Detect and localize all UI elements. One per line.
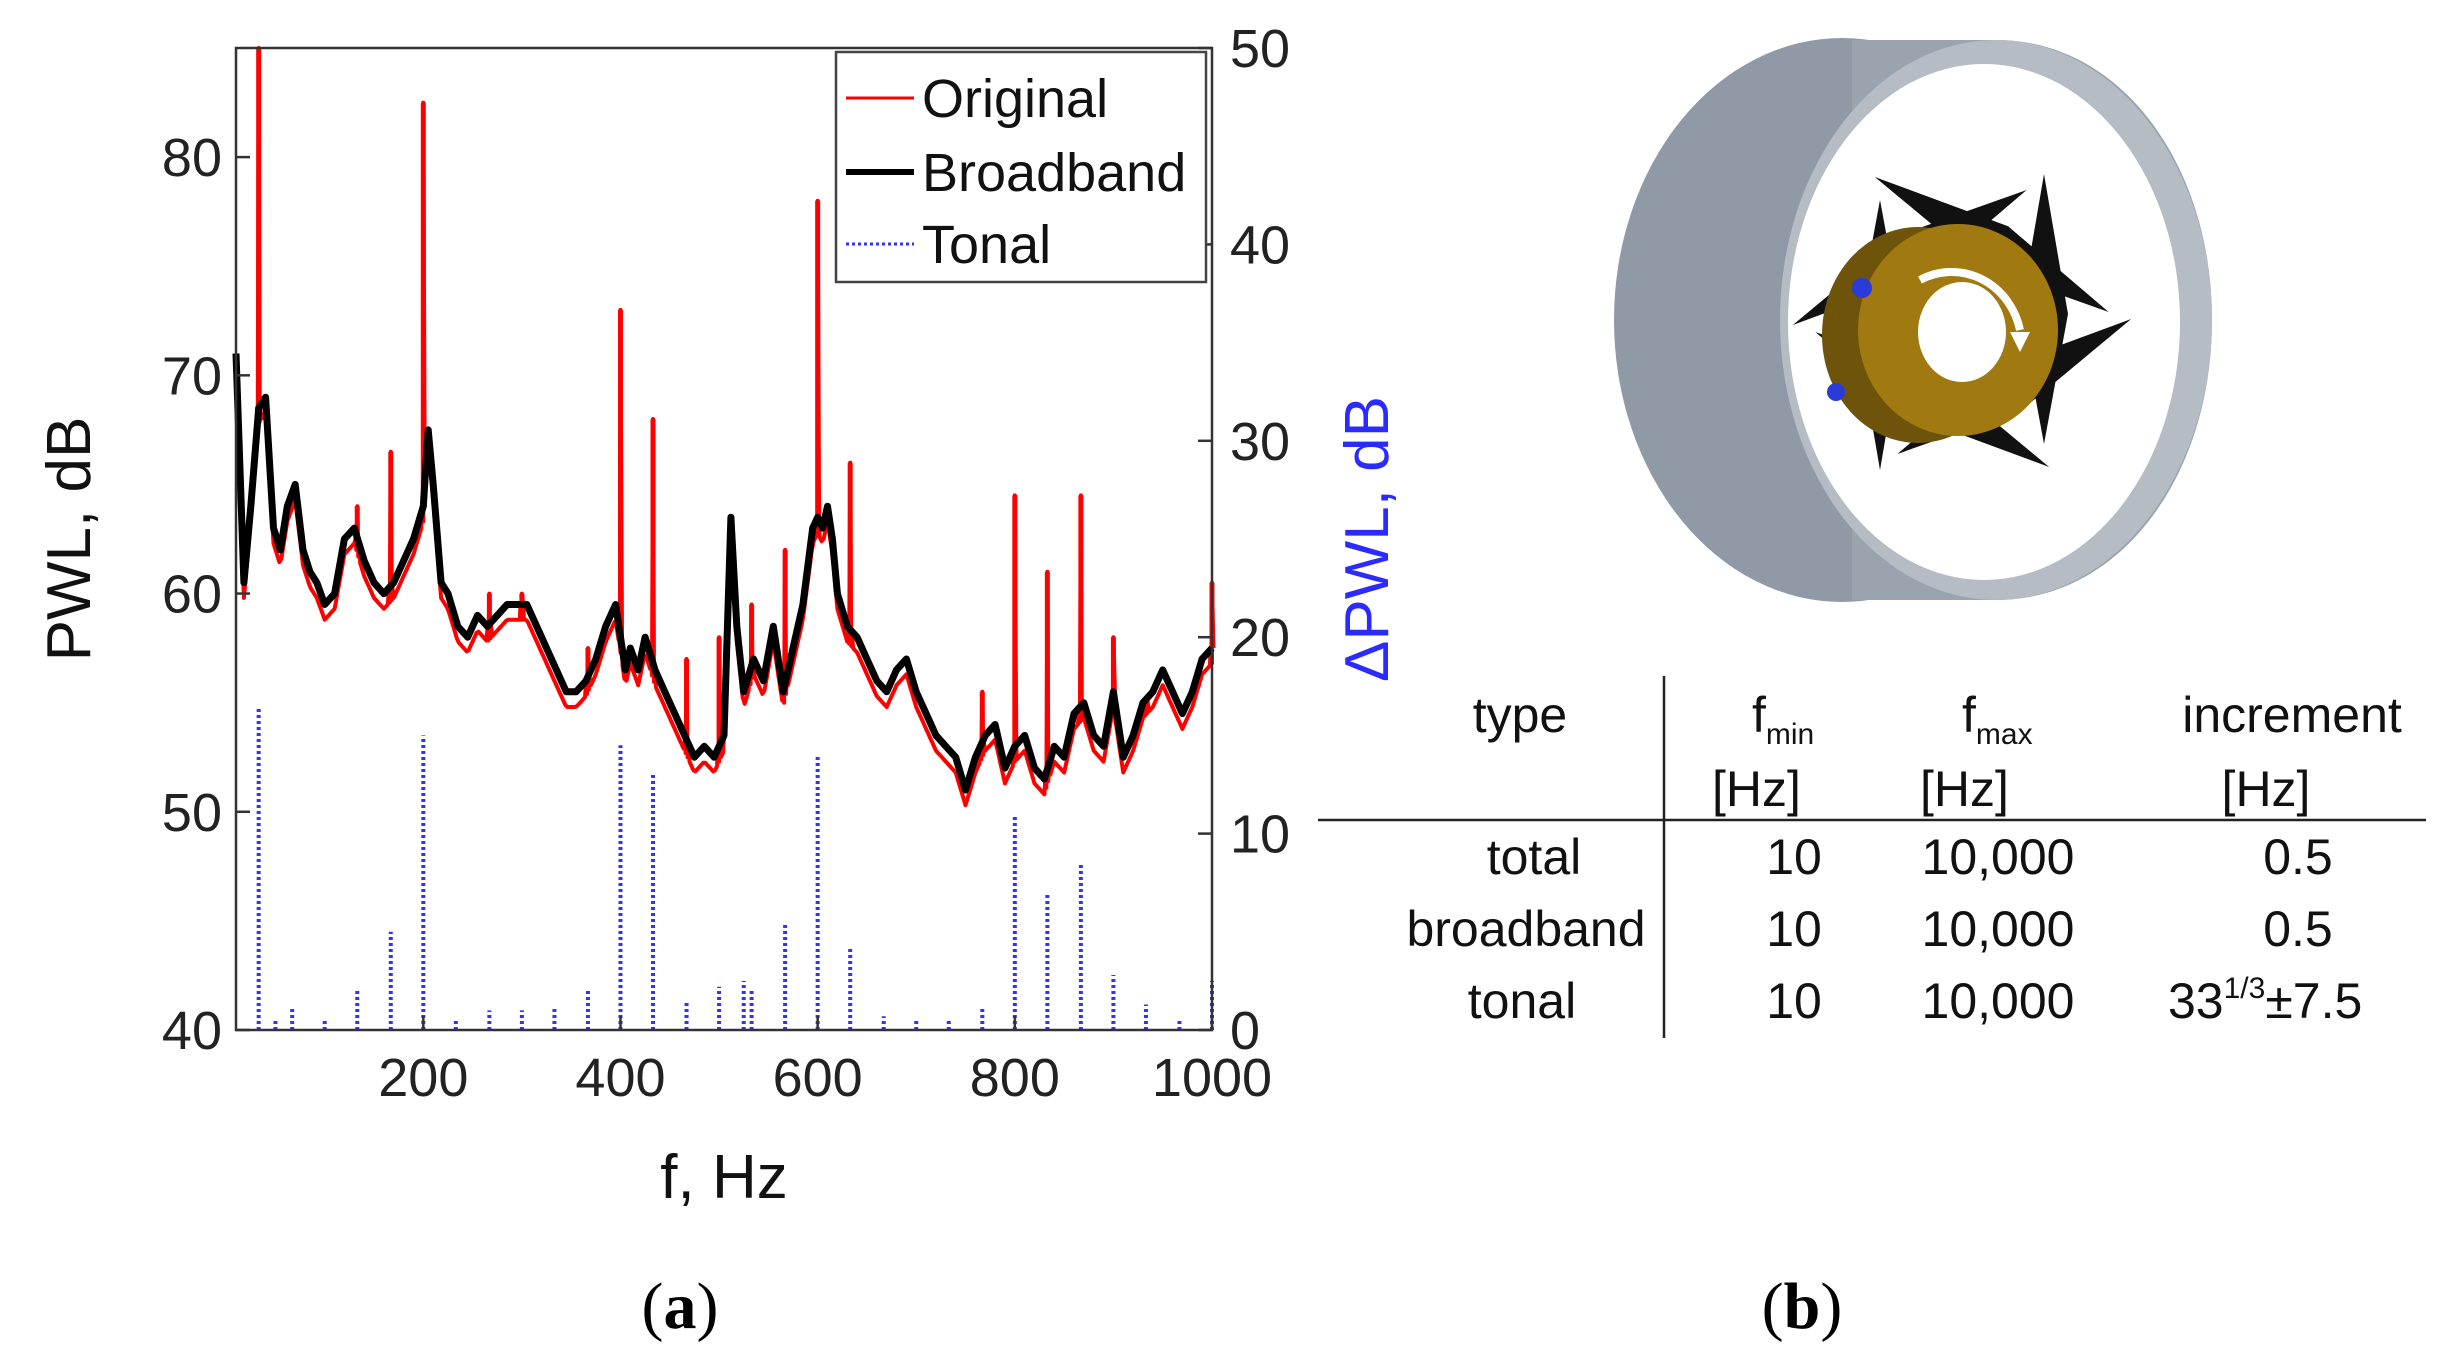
row-tonal-increment: 331/3±7.5: [2168, 972, 2362, 1029]
row-tonal-fmax: 10,000: [1922, 973, 2075, 1029]
blade-marker: [1852, 278, 1872, 298]
legend-label-original: Original: [922, 69, 1108, 129]
row-total-fmax: 10,000: [1922, 829, 2075, 885]
broadband-series: [232, 353, 1215, 794]
table-row: total 10 10,000 0.5: [1487, 829, 2333, 885]
tonal-series: [256, 705, 1214, 1030]
x-tick-label: 800: [970, 1048, 1060, 1108]
row-total-fmin: 10: [1766, 829, 1822, 885]
header-type: type: [1473, 687, 1568, 743]
hub-bore: [1918, 282, 2006, 382]
y-right-tick-label: 10: [1230, 805, 1290, 865]
y-right-tick-label: 50: [1230, 19, 1290, 79]
panel-label-a-close: ): [697, 1270, 719, 1343]
table-row: tonal 10 10,000 331/3±7.5: [1468, 972, 2363, 1029]
plot-frame: [234, 46, 1214, 1032]
row-total-type: total: [1487, 829, 1582, 885]
y-left-tick-label: 70: [162, 346, 222, 406]
row-tonal-increment-tail: ±7.5: [2265, 973, 2362, 1029]
row-tonal-increment-sup: 1/3: [2224, 972, 2266, 1005]
rotation-arrowhead-icon: [2010, 332, 2030, 352]
y-left-tick-label: 50: [162, 783, 222, 843]
legend: Original Broadband Tonal: [834, 50, 1208, 284]
panel-label-a: (a): [642, 1270, 719, 1343]
header-fmin: fmin: [1752, 687, 1814, 751]
header-fmax-unit: [Hz]: [1920, 761, 2009, 817]
y-right-tick-label: 40: [1230, 215, 1290, 275]
panel-label-a-open: (: [642, 1270, 664, 1343]
legend-label-broadband: Broadband: [922, 143, 1186, 203]
header-fmax-base: f: [1962, 687, 1976, 743]
y-right-tick-label: 0: [1230, 1001, 1260, 1061]
x-tick-label: 400: [575, 1048, 665, 1108]
x-axis-label: f, Hz: [660, 1143, 787, 1212]
y-left-tick-label: 80: [162, 128, 222, 188]
row-tonal-fmin: 10: [1766, 973, 1822, 1029]
header-fmin-unit: [Hz]: [1712, 761, 1801, 817]
y-left-tick-label: 60: [162, 565, 222, 625]
panel-label-b-close: ): [1820, 1270, 1842, 1343]
legend-box: [834, 50, 1208, 284]
row-broadband-fmin: 10: [1766, 901, 1822, 957]
x-tick-label: 1000: [1152, 1048, 1272, 1108]
table-header: type fmin [Hz] fmax [Hz] increment [Hz]: [1473, 687, 2402, 817]
row-tonal-type: tonal: [1468, 973, 1576, 1029]
x-tick-label: 200: [378, 1048, 468, 1108]
x-tick-label: 600: [773, 1048, 863, 1108]
broadband-line: [232, 353, 1215, 794]
y-right-tick-label: 30: [1230, 412, 1290, 472]
header-increment-unit: [Hz]: [2222, 761, 2311, 817]
legend-label-tonal: Tonal: [922, 215, 1051, 275]
y-axis-left-label: PWL, dB: [35, 417, 104, 662]
row-broadband-fmax: 10,000: [1922, 901, 2075, 957]
fan-rendering: [1614, 38, 2212, 602]
y-left-tick-label: 40: [162, 1001, 222, 1061]
header-fmin-sub: min: [1766, 718, 1814, 751]
header-fmax-sub: max: [1976, 718, 2033, 751]
table-row: broadband 10 10,000 0.5: [1406, 901, 2332, 957]
row-broadband-type: broadband: [1406, 901, 1645, 957]
header-increment: increment: [2182, 687, 2402, 743]
y-right-tick-label: 20: [1230, 608, 1290, 668]
parameter-table: type fmin [Hz] fmax [Hz] increment [Hz] …: [1318, 676, 2426, 1038]
y-axis-right-label: ΔPWL, dB: [1333, 396, 1402, 682]
header-fmin-base: f: [1752, 687, 1766, 743]
blade-marker: [1827, 383, 1845, 401]
panel-label-a-letter: a: [664, 1270, 697, 1343]
row-broadband-increment: 0.5: [2263, 901, 2333, 957]
row-total-increment: 0.5: [2263, 829, 2333, 885]
rotation-arrow-icon: [1918, 268, 2024, 331]
row-tonal-increment-base: 33: [2168, 973, 2224, 1029]
panel-label-b-letter: b: [1784, 1270, 1821, 1343]
panel-label-b: (b): [1762, 1270, 1843, 1343]
header-fmax: fmax: [1962, 687, 2033, 751]
panel-label-b-open: (: [1762, 1270, 1784, 1343]
